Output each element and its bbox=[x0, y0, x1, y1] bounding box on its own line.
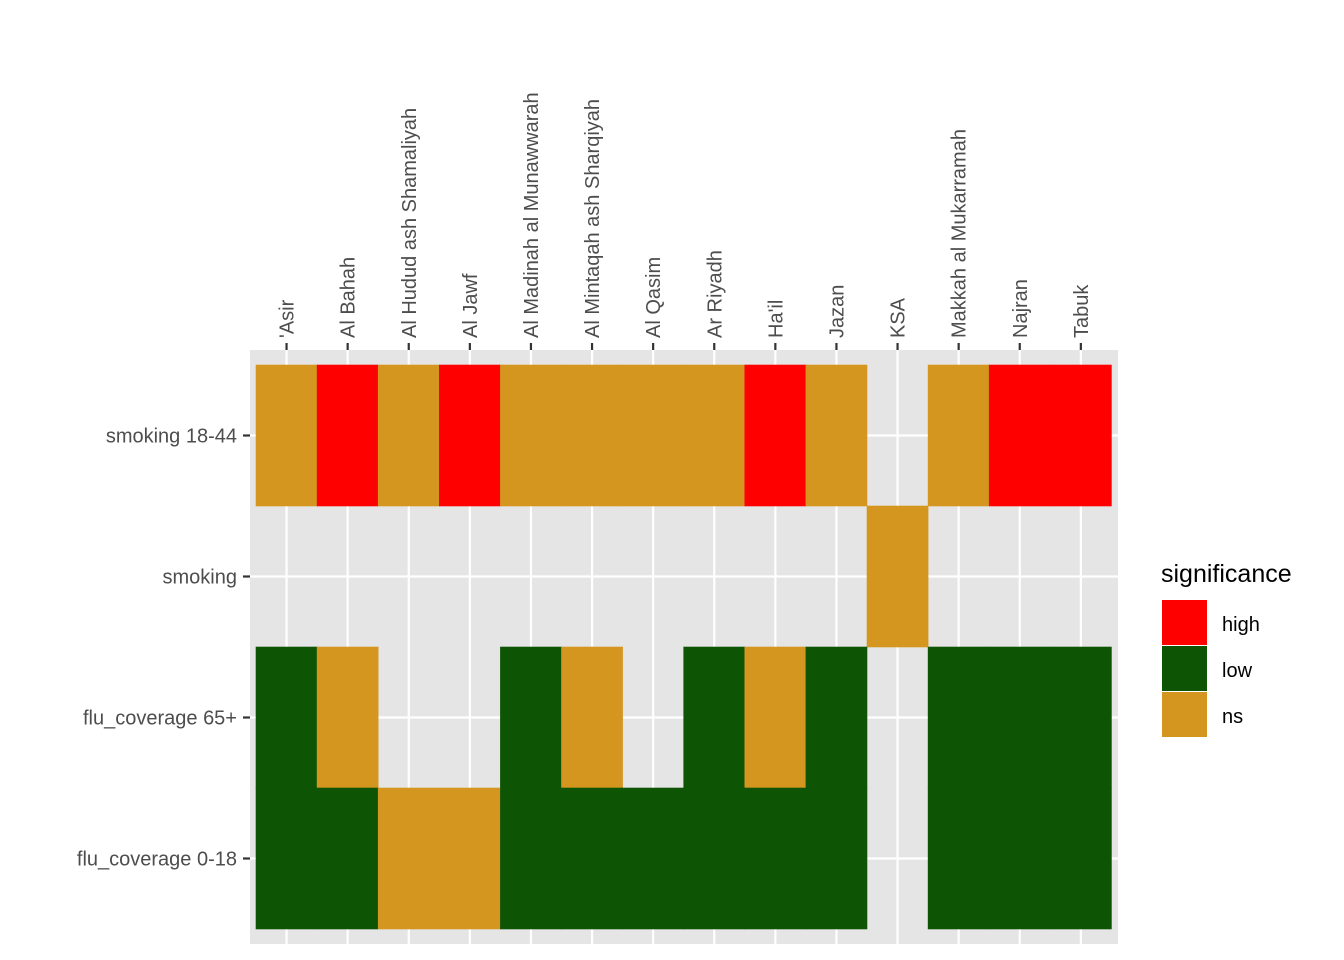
heatmap-cell bbox=[744, 364, 807, 507]
heatmap-cell bbox=[377, 787, 440, 930]
heatmap-cell bbox=[805, 364, 868, 507]
heatmap-cell bbox=[500, 364, 562, 507]
heatmap-cell bbox=[1050, 646, 1112, 789]
heatmap-cell bbox=[683, 364, 746, 507]
heatmap-cell bbox=[988, 646, 1051, 789]
x-tick-label: Al Madinah al Munawwarah bbox=[521, 92, 543, 338]
heatmap-cell bbox=[988, 787, 1051, 930]
heatmap-cell bbox=[866, 505, 929, 648]
x-tick-label: Al Mintaqah ash Sharqiyah bbox=[582, 99, 604, 338]
heatmap-cell bbox=[255, 787, 318, 930]
legend-title: significance bbox=[1161, 560, 1292, 588]
heatmap-cell bbox=[316, 646, 379, 789]
x-tick-label: 'Asir bbox=[277, 299, 299, 338]
y-axis: smoking 18-44 smoking flu_coverage 65+ flu_… bbox=[77, 426, 250, 871]
heatmap-cell bbox=[377, 364, 440, 507]
x-tick-label: Ar Riyadh bbox=[704, 250, 726, 338]
heatmap-cell bbox=[927, 787, 990, 930]
heatmap-cell bbox=[500, 646, 562, 789]
x-tick-label: Jazan bbox=[826, 285, 848, 338]
heatmap-cell bbox=[1050, 787, 1112, 930]
x-axis: 'Asir Al Bahah Al Hudud ash Shamaliyah Al J… bbox=[277, 92, 1093, 350]
heatmap-cell bbox=[683, 646, 746, 789]
legend-label-ns: ns bbox=[1222, 706, 1243, 728]
legend-swatch-high bbox=[1162, 600, 1207, 645]
heatmap-cell bbox=[316, 787, 379, 930]
heatmap-cell bbox=[561, 646, 623, 789]
heatmap-cell bbox=[988, 364, 1051, 507]
heatmap-cell bbox=[805, 646, 868, 789]
heatmap-cell bbox=[255, 364, 318, 507]
x-tick-label: Tabuk bbox=[1071, 284, 1093, 338]
heatmap-cell bbox=[561, 364, 623, 507]
heatmap-cell bbox=[316, 364, 379, 507]
heatmap-cell bbox=[805, 787, 868, 930]
y-tick-label: flu_coverage 0-18 bbox=[77, 849, 237, 871]
heatmap-cell bbox=[439, 787, 501, 930]
x-tick-label: Najran bbox=[1010, 279, 1032, 338]
x-tick-label: Al Jawf bbox=[460, 273, 482, 338]
y-tick-label: smoking 18-44 bbox=[106, 426, 237, 448]
y-tick-label: flu_coverage 65+ bbox=[83, 708, 237, 730]
x-tick-label: Al Qasim bbox=[643, 257, 665, 338]
x-tick-label: Makkah al Mukarramah bbox=[949, 129, 971, 338]
x-tick-label: Ha'il bbox=[765, 300, 787, 338]
legend-label-low: low bbox=[1222, 660, 1253, 682]
x-tick-label: Al Hudud ash Shamaliyah bbox=[399, 108, 421, 338]
heatmap-cell bbox=[500, 787, 562, 930]
heatmap-cells bbox=[255, 364, 1112, 930]
heatmap-cell bbox=[255, 646, 318, 789]
heatmap-cell bbox=[622, 364, 684, 507]
heatmap-cell bbox=[1050, 364, 1112, 507]
x-tick-label: KSA bbox=[888, 297, 910, 338]
y-tick-label: smoking bbox=[163, 567, 237, 589]
heatmap-cell bbox=[622, 787, 684, 930]
heatmap-cell bbox=[744, 787, 807, 930]
heatmap-cell bbox=[744, 646, 807, 789]
legend-swatch-ns bbox=[1162, 692, 1207, 737]
legend: significance high low ns bbox=[1161, 560, 1292, 737]
heatmap-cell bbox=[683, 787, 746, 930]
heatmap-cell bbox=[927, 646, 990, 789]
legend-label-high: high bbox=[1222, 614, 1260, 636]
heatmap-cell bbox=[439, 364, 501, 507]
legend-swatch-low bbox=[1162, 646, 1207, 691]
heatmap-cell bbox=[561, 787, 623, 930]
x-tick-label: Al Bahah bbox=[338, 257, 360, 338]
heatmap-cell bbox=[927, 364, 990, 507]
